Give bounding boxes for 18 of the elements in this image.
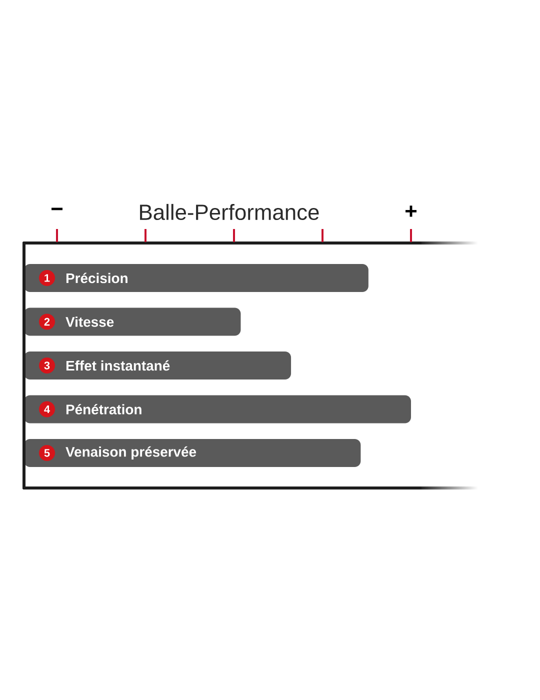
text: − xyxy=(52,208,63,210)
bar xyxy=(24,308,241,336)
y-tick-label: Venaison préservée xyxy=(66,446,196,460)
annotation: 2 xyxy=(44,318,50,326)
bar xyxy=(24,264,368,292)
bar xyxy=(24,351,292,380)
y-tick-label: Vitesse xyxy=(66,316,114,327)
bar xyxy=(24,438,361,467)
text: + xyxy=(406,206,417,217)
y-tick-label: Effet instantané xyxy=(66,360,170,371)
annotation: 5 xyxy=(44,449,50,457)
y-tick-label: Précision xyxy=(66,272,128,284)
bar xyxy=(24,395,411,424)
annotation: 1 xyxy=(44,274,50,282)
y-tick-label: Pénétration xyxy=(66,404,142,414)
annotation: 3 xyxy=(44,362,50,370)
annotation: 4 xyxy=(44,405,50,414)
chart-title: Balle-Performance xyxy=(140,204,319,220)
